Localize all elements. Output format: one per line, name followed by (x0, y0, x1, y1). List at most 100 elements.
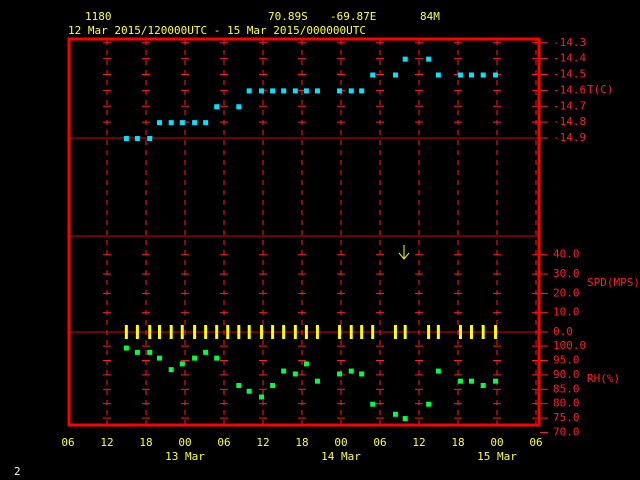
point (314, 88, 320, 94)
point (426, 56, 432, 62)
point (134, 349, 140, 355)
wind-bar (204, 325, 208, 339)
wind-bar (271, 325, 275, 339)
wind-bar (481, 325, 485, 339)
point (359, 88, 365, 94)
period: 12 Mar 2015/120000UTC - 15 Mar 2015/0000… (68, 24, 366, 37)
y-tick-label: -14.7 (553, 99, 586, 112)
x-tick-label: 12 (412, 436, 425, 449)
wind-bar (169, 325, 173, 339)
x-tick-label: 18 (295, 436, 308, 449)
point (214, 355, 220, 361)
y-tick-label: 70.0 (553, 425, 580, 438)
y-tick-label: -14.3 (553, 36, 586, 49)
point (192, 355, 198, 361)
point (426, 401, 432, 407)
point (192, 120, 198, 126)
point (147, 349, 153, 355)
wind-bar (338, 325, 342, 339)
point (303, 88, 309, 94)
y-axis-label: T(C) (587, 83, 614, 96)
point (402, 416, 408, 422)
point (402, 56, 408, 62)
x-tick-label: 00 (334, 436, 347, 449)
point (348, 368, 354, 374)
point (270, 382, 276, 388)
y-tick-label: 80.0 (553, 397, 580, 410)
wind-bar (315, 325, 319, 339)
x-tick-label: 06 (373, 436, 386, 449)
y-tick-label: 0.0 (553, 325, 573, 338)
x-tick-label: 00 (178, 436, 191, 449)
wind-bar (158, 325, 161, 339)
x-tick-label: 18 (139, 436, 152, 449)
point (314, 378, 320, 384)
x-tick-label: 18 (451, 436, 464, 449)
point (435, 368, 441, 374)
wind-bar (304, 325, 308, 339)
wind-bar (282, 325, 286, 339)
point (337, 88, 343, 94)
wind-bar (458, 325, 462, 339)
y-axis-label: SPD(MPS) (587, 276, 640, 289)
frame (67, 37, 541, 427)
y-tick-label: 95.0 (553, 354, 580, 367)
latitude: 70.89S (268, 10, 308, 23)
x-tick-label: 06 (61, 436, 74, 449)
y-tick-label: 85.0 (553, 382, 580, 395)
point (480, 382, 486, 388)
point (392, 411, 398, 417)
wind-arrow (398, 245, 410, 260)
point (246, 388, 252, 394)
point (292, 88, 298, 94)
point (123, 136, 129, 141)
point (259, 88, 265, 94)
wind-bar (237, 325, 241, 339)
wind-bar (349, 325, 353, 339)
wind-bar (403, 325, 407, 339)
y-tick-label: -14.4 (553, 52, 586, 65)
y-tick-label: 40.0 (553, 248, 580, 261)
point (157, 355, 162, 361)
point (236, 104, 242, 110)
y-tick-label: 30.0 (553, 267, 580, 280)
point (469, 378, 474, 384)
wind-bar (360, 325, 364, 339)
point (168, 120, 174, 126)
day-label: 15 Mar (477, 450, 517, 463)
y-tick-label: -14.8 (553, 115, 586, 128)
wind-bar (260, 325, 264, 339)
station-id: 1180 (85, 10, 112, 23)
x-tick-label: 06 (529, 436, 542, 449)
point (292, 371, 298, 377)
y-tick-label: -14.5 (553, 68, 586, 81)
point (370, 401, 376, 407)
y-tick-label: 100.0 (553, 339, 586, 352)
point (214, 104, 220, 110)
point (493, 378, 499, 384)
point (457, 378, 463, 384)
point (359, 371, 365, 377)
wind-bar (494, 325, 498, 339)
point (270, 88, 276, 94)
elevation: 84M (420, 10, 440, 23)
point (203, 349, 209, 355)
point (493, 72, 499, 78)
point (134, 136, 140, 141)
point (123, 345, 129, 351)
point (179, 120, 185, 126)
y-axis-label: RH(%) (587, 372, 620, 385)
wind-bar (180, 325, 184, 339)
point (157, 120, 162, 126)
point (259, 394, 265, 400)
point (179, 361, 185, 367)
point (203, 120, 209, 126)
point (337, 371, 343, 377)
wind-bar (393, 325, 397, 339)
point (348, 88, 354, 94)
wind-bar (215, 325, 219, 339)
wind-bar (436, 325, 440, 339)
wind-bar (193, 325, 197, 339)
wind-bar (470, 325, 473, 339)
